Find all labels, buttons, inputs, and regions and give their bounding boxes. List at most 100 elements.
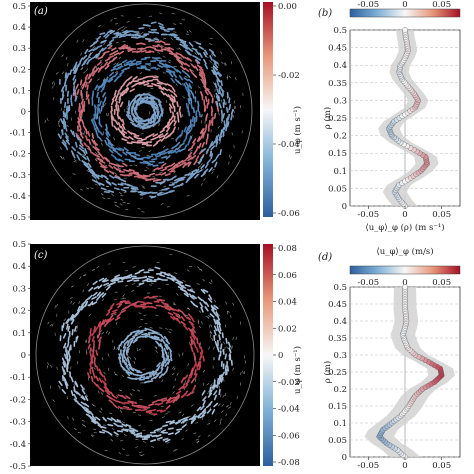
velocity-arrow (222, 395, 225, 398)
velocity-arrow (90, 119, 95, 125)
velocity-arrow (190, 338, 193, 345)
velocity-arrow (111, 47, 117, 52)
velocity-arrow (190, 369, 194, 375)
velocity-arrow (219, 347, 221, 351)
velocity-arrow (103, 50, 110, 54)
velocity-arrow (180, 57, 183, 61)
velocity-arrow (152, 142, 159, 147)
velocity-arrow (90, 151, 96, 156)
velocity-arrow (142, 75, 149, 79)
velocity-arrow (218, 135, 223, 141)
velocity-arrow (133, 172, 140, 176)
velocity-arrow (142, 186, 146, 189)
velocity-arrow (183, 292, 189, 298)
velocity-arrow (98, 84, 104, 89)
velocity-arrow (106, 389, 112, 394)
velocity-arrow (73, 398, 79, 403)
velocity-arrow (115, 435, 119, 438)
velocity-arrow (145, 46, 152, 49)
domain-circle (37, 3, 253, 219)
velocity-arrow (192, 138, 197, 144)
velocity-arrow (137, 35, 144, 39)
velocity-arrow (213, 304, 219, 310)
velocity-arrow (169, 350, 172, 357)
velocity-arrow (102, 197, 106, 200)
velocity-arrow (113, 137, 115, 141)
colorbar-d (349, 265, 461, 275)
velocity-arrow (47, 361, 49, 365)
velocity-arrow (73, 383, 75, 387)
velocity-arrow (73, 79, 77, 85)
velocity-arrow (96, 157, 102, 162)
velocity-arrow (103, 318, 109, 323)
velocity-arrow (132, 33, 139, 37)
velocity-arrow (193, 369, 197, 376)
velocity-arrow (117, 127, 122, 133)
velocity-arrow (83, 387, 86, 391)
velocity-arrow (209, 43, 213, 45)
panel-d: (d) ⟨u_φ⟩_φ (m/s) -0.05 0 0.05 00.050.10.1… (318, 246, 461, 471)
velocity-arrow (175, 396, 180, 402)
velocity-arrow (190, 328, 195, 335)
velocity-arrow (115, 100, 118, 108)
velocity-arrow (114, 371, 116, 375)
velocity-arrow (116, 63, 123, 67)
velocity-arrow (99, 47, 104, 53)
velocity-arrow (107, 113, 109, 117)
velocity-arrow (142, 334, 148, 338)
velocity-arrow (77, 305, 81, 312)
y-tick-label: 0.1 (333, 419, 347, 429)
velocity-arrow (199, 128, 204, 135)
velocity-arrow (144, 333, 151, 336)
velocity-arrow (94, 183, 98, 186)
velocity-arrow (95, 365, 99, 372)
velocity-arrow (192, 303, 199, 308)
velocity-arrow (191, 169, 198, 173)
velocity-arrow (155, 173, 162, 176)
y-tick-label: 0.15 (328, 402, 347, 412)
velocity-arrow (198, 325, 202, 329)
velocity-arrow (186, 57, 192, 62)
velocity-arrow (181, 70, 188, 75)
velocity-arrow (176, 101, 179, 108)
velocity-arrow (197, 100, 200, 107)
velocity-arrow (109, 174, 115, 179)
velocity-arrow (156, 431, 160, 433)
velocity-arrow (67, 336, 70, 343)
velocity-arrow (170, 97, 176, 103)
velocity-arrow (128, 135, 134, 141)
velocity-arrow (93, 104, 97, 111)
velocity-arrow (145, 409, 152, 413)
velocity-arrow (132, 429, 139, 433)
velocity-arrow (136, 371, 143, 374)
velocity-arrow (93, 46, 96, 50)
velocity-arrow (111, 193, 114, 197)
velocity-arrow (87, 130, 91, 137)
velocity-arrow (150, 439, 157, 443)
velocity-arrow (75, 132, 80, 138)
domain-circle (35, 245, 255, 465)
velocity-arrow (226, 365, 230, 372)
velocity-arrow (79, 188, 83, 191)
velocity-arrow (105, 310, 111, 316)
velocity-arrow (188, 293, 194, 299)
velocity-arrow (191, 154, 197, 160)
velocity-arrow (157, 277, 164, 281)
velocity-arrow (195, 422, 199, 424)
velocity-arrow (170, 77, 175, 83)
velocity-arrow (209, 386, 212, 393)
velocity-arrow (166, 126, 171, 133)
velocity-arrow (185, 178, 191, 184)
velocity-arrow (122, 428, 129, 433)
velocity-arrow (95, 375, 99, 382)
velocity-arrow (215, 95, 220, 102)
velocity-arrow (185, 127, 189, 134)
velocity-arrow (114, 176, 121, 179)
velocity-arrow (157, 64, 163, 68)
velocity-arrow (131, 83, 137, 88)
velocity-arrow (96, 291, 102, 297)
velocity-arrow (52, 85, 54, 89)
velocity-arrow (84, 81, 88, 88)
velocity-arrow (214, 71, 218, 78)
velocity-arrow (116, 205, 120, 208)
